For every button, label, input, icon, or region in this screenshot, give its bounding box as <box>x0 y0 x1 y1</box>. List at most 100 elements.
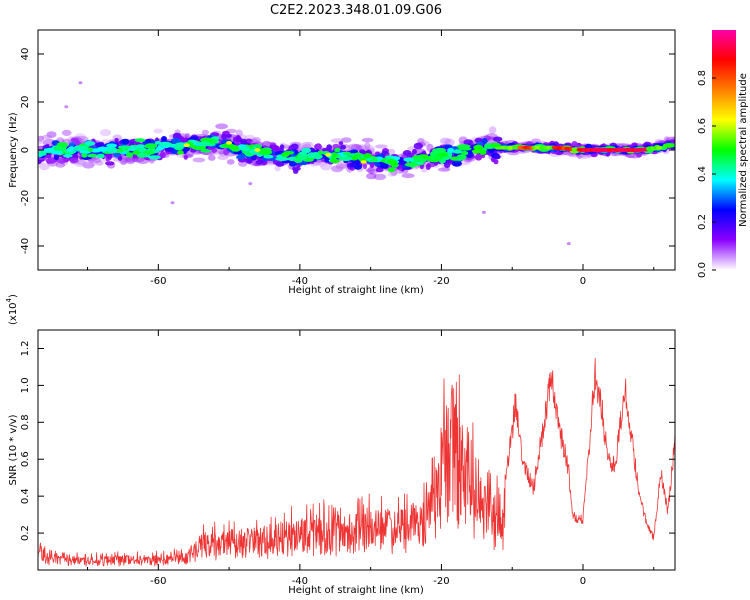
snr-frame <box>37 329 676 571</box>
spectrogram-cell <box>69 157 79 164</box>
snr-x-tick-label: -60 <box>150 576 166 587</box>
spectrogram-cell <box>87 153 98 158</box>
spectrogram-cell <box>479 149 487 155</box>
spectrogram-cell <box>437 167 451 172</box>
spectrogram-cell <box>320 162 333 171</box>
colorbar: 0.0 0.2 0.4 0.6 0.8 Normalized spectral ampl… <box>697 30 749 278</box>
colorbar-gradient <box>712 30 736 270</box>
spectrogram-cell <box>317 150 324 155</box>
spectrogram-cell <box>403 157 416 162</box>
spectrogram-cell <box>119 156 131 163</box>
spectrogram-y-label: Frequency (Hz) <box>8 112 19 188</box>
spectrogram-cell <box>325 153 332 157</box>
spectrogram-cell <box>307 152 316 159</box>
spectrogram-cell <box>409 162 417 168</box>
spectrogram-cell <box>464 160 471 166</box>
spectrogram-cell <box>461 151 469 156</box>
spectrogram-cell <box>106 153 113 160</box>
spectrogram-cell <box>120 138 130 145</box>
spectrogram-cell <box>417 137 425 144</box>
spectrogram-cell <box>263 154 274 159</box>
spectrogram-cell <box>87 157 102 163</box>
snr-y-tick-label: 0.8 <box>20 414 31 430</box>
colorbar-tick-label: 0.8 <box>697 70 708 86</box>
spectrogram-cell <box>339 156 353 162</box>
spectrogram-cell <box>177 150 184 155</box>
spectrogram-cell <box>471 149 482 154</box>
colorbar-tick-label: 0.0 <box>697 262 708 278</box>
spectrogram-cell <box>201 129 209 136</box>
spectrogram-cell <box>38 140 43 145</box>
spectrogram-cell <box>571 141 578 148</box>
spectrogram-cell <box>84 140 96 146</box>
spectrogram-cell <box>74 145 82 152</box>
spectrogram-cell <box>422 154 429 159</box>
spectrogram-cell <box>274 165 281 172</box>
spectrogram-cell <box>304 141 314 150</box>
spectrogram-cell <box>155 146 164 151</box>
spectrogram-cell <box>456 154 467 160</box>
spectrogram-cell <box>490 142 501 147</box>
spectrogram-y-tick-label: 20 <box>20 96 31 109</box>
spectrogram-cell <box>171 137 182 144</box>
spectrogram-cell <box>439 137 451 145</box>
spectrogram-cell <box>315 143 322 150</box>
spectrogram-cell <box>447 147 455 154</box>
spectrogram-cell <box>70 137 79 143</box>
spectrogram-cell <box>481 137 488 144</box>
spectrogram-cell <box>251 154 257 161</box>
spectrogram-cell <box>444 138 455 147</box>
spectrogram-cell <box>387 167 396 173</box>
spectrogram-cell <box>99 129 112 137</box>
snr-y-tick-label: 1.0 <box>20 377 31 393</box>
spectrogram-cell <box>183 143 190 147</box>
snr-y-tick-label: 0.2 <box>20 525 31 541</box>
spectrogram-y-tick-label: -20 <box>20 190 31 206</box>
spectrogram-cell <box>82 162 95 169</box>
spectrogram-cell <box>192 157 205 163</box>
figure-title: C2E2.2023.348.01.09.G06 <box>270 3 442 18</box>
snr-x-tick-label: 0 <box>580 576 586 587</box>
snr-y-ticks: 0.2 0.4 0.6 0.8 1.0 1.2 <box>20 341 675 541</box>
spectrogram-cell <box>342 151 352 156</box>
spectrogram-y-tick-label: 0 <box>20 147 31 153</box>
spectrogram-cell <box>226 141 233 145</box>
spectrogram-cell <box>211 148 218 153</box>
spectrogram-cell <box>61 129 72 136</box>
spectrogram-cell <box>83 159 92 165</box>
spectrogram-cell <box>62 158 69 163</box>
spectrogram-cell <box>341 137 352 143</box>
spectrogram-cell <box>413 158 427 163</box>
spectrogram-cell <box>120 157 128 166</box>
spectrogram-cell <box>387 170 396 177</box>
spectrogram-cell <box>221 133 227 140</box>
spectrogram-cell <box>236 155 246 160</box>
spectrogram-cell <box>663 136 670 141</box>
spectrogram-y-tick-label: -40 <box>20 238 31 254</box>
spectrogram-cell <box>353 164 363 170</box>
spectrogram-cell <box>200 149 211 153</box>
colorbar-label: Normalized spectral amplitude <box>738 73 749 227</box>
spectrogram-cell <box>373 173 387 181</box>
spectrogram-cell <box>183 155 188 160</box>
spectrogram-cell <box>348 143 361 151</box>
snr-scale-label: (x104) <box>5 294 19 325</box>
spectrogram-cell <box>493 159 499 165</box>
spectrogram-cell <box>367 167 375 174</box>
spectrogram-cell <box>260 149 272 156</box>
colorbar-ticks: 0.0 0.2 0.4 0.6 0.8 <box>697 70 716 278</box>
spectrogram-cell <box>46 131 57 138</box>
spectrogram-cell <box>254 148 261 152</box>
snr-x-ticks: -60 -40 -20 0 <box>87 330 655 587</box>
spectrogram-cell <box>81 153 88 158</box>
spectrogram-cell <box>375 144 388 149</box>
spectrogram-cell <box>181 146 190 152</box>
spectrogram-x-tick-label: -60 <box>150 276 166 287</box>
spectrogram-cell <box>432 148 447 154</box>
spectrogram-cell <box>136 144 145 149</box>
snr-x-label: Height of straight line (km) <box>288 585 424 596</box>
spectrogram-cell <box>78 81 83 85</box>
spectrogram-cell <box>106 143 118 148</box>
spectrogram-cell <box>492 136 503 142</box>
spectrogram-cell <box>364 142 371 150</box>
